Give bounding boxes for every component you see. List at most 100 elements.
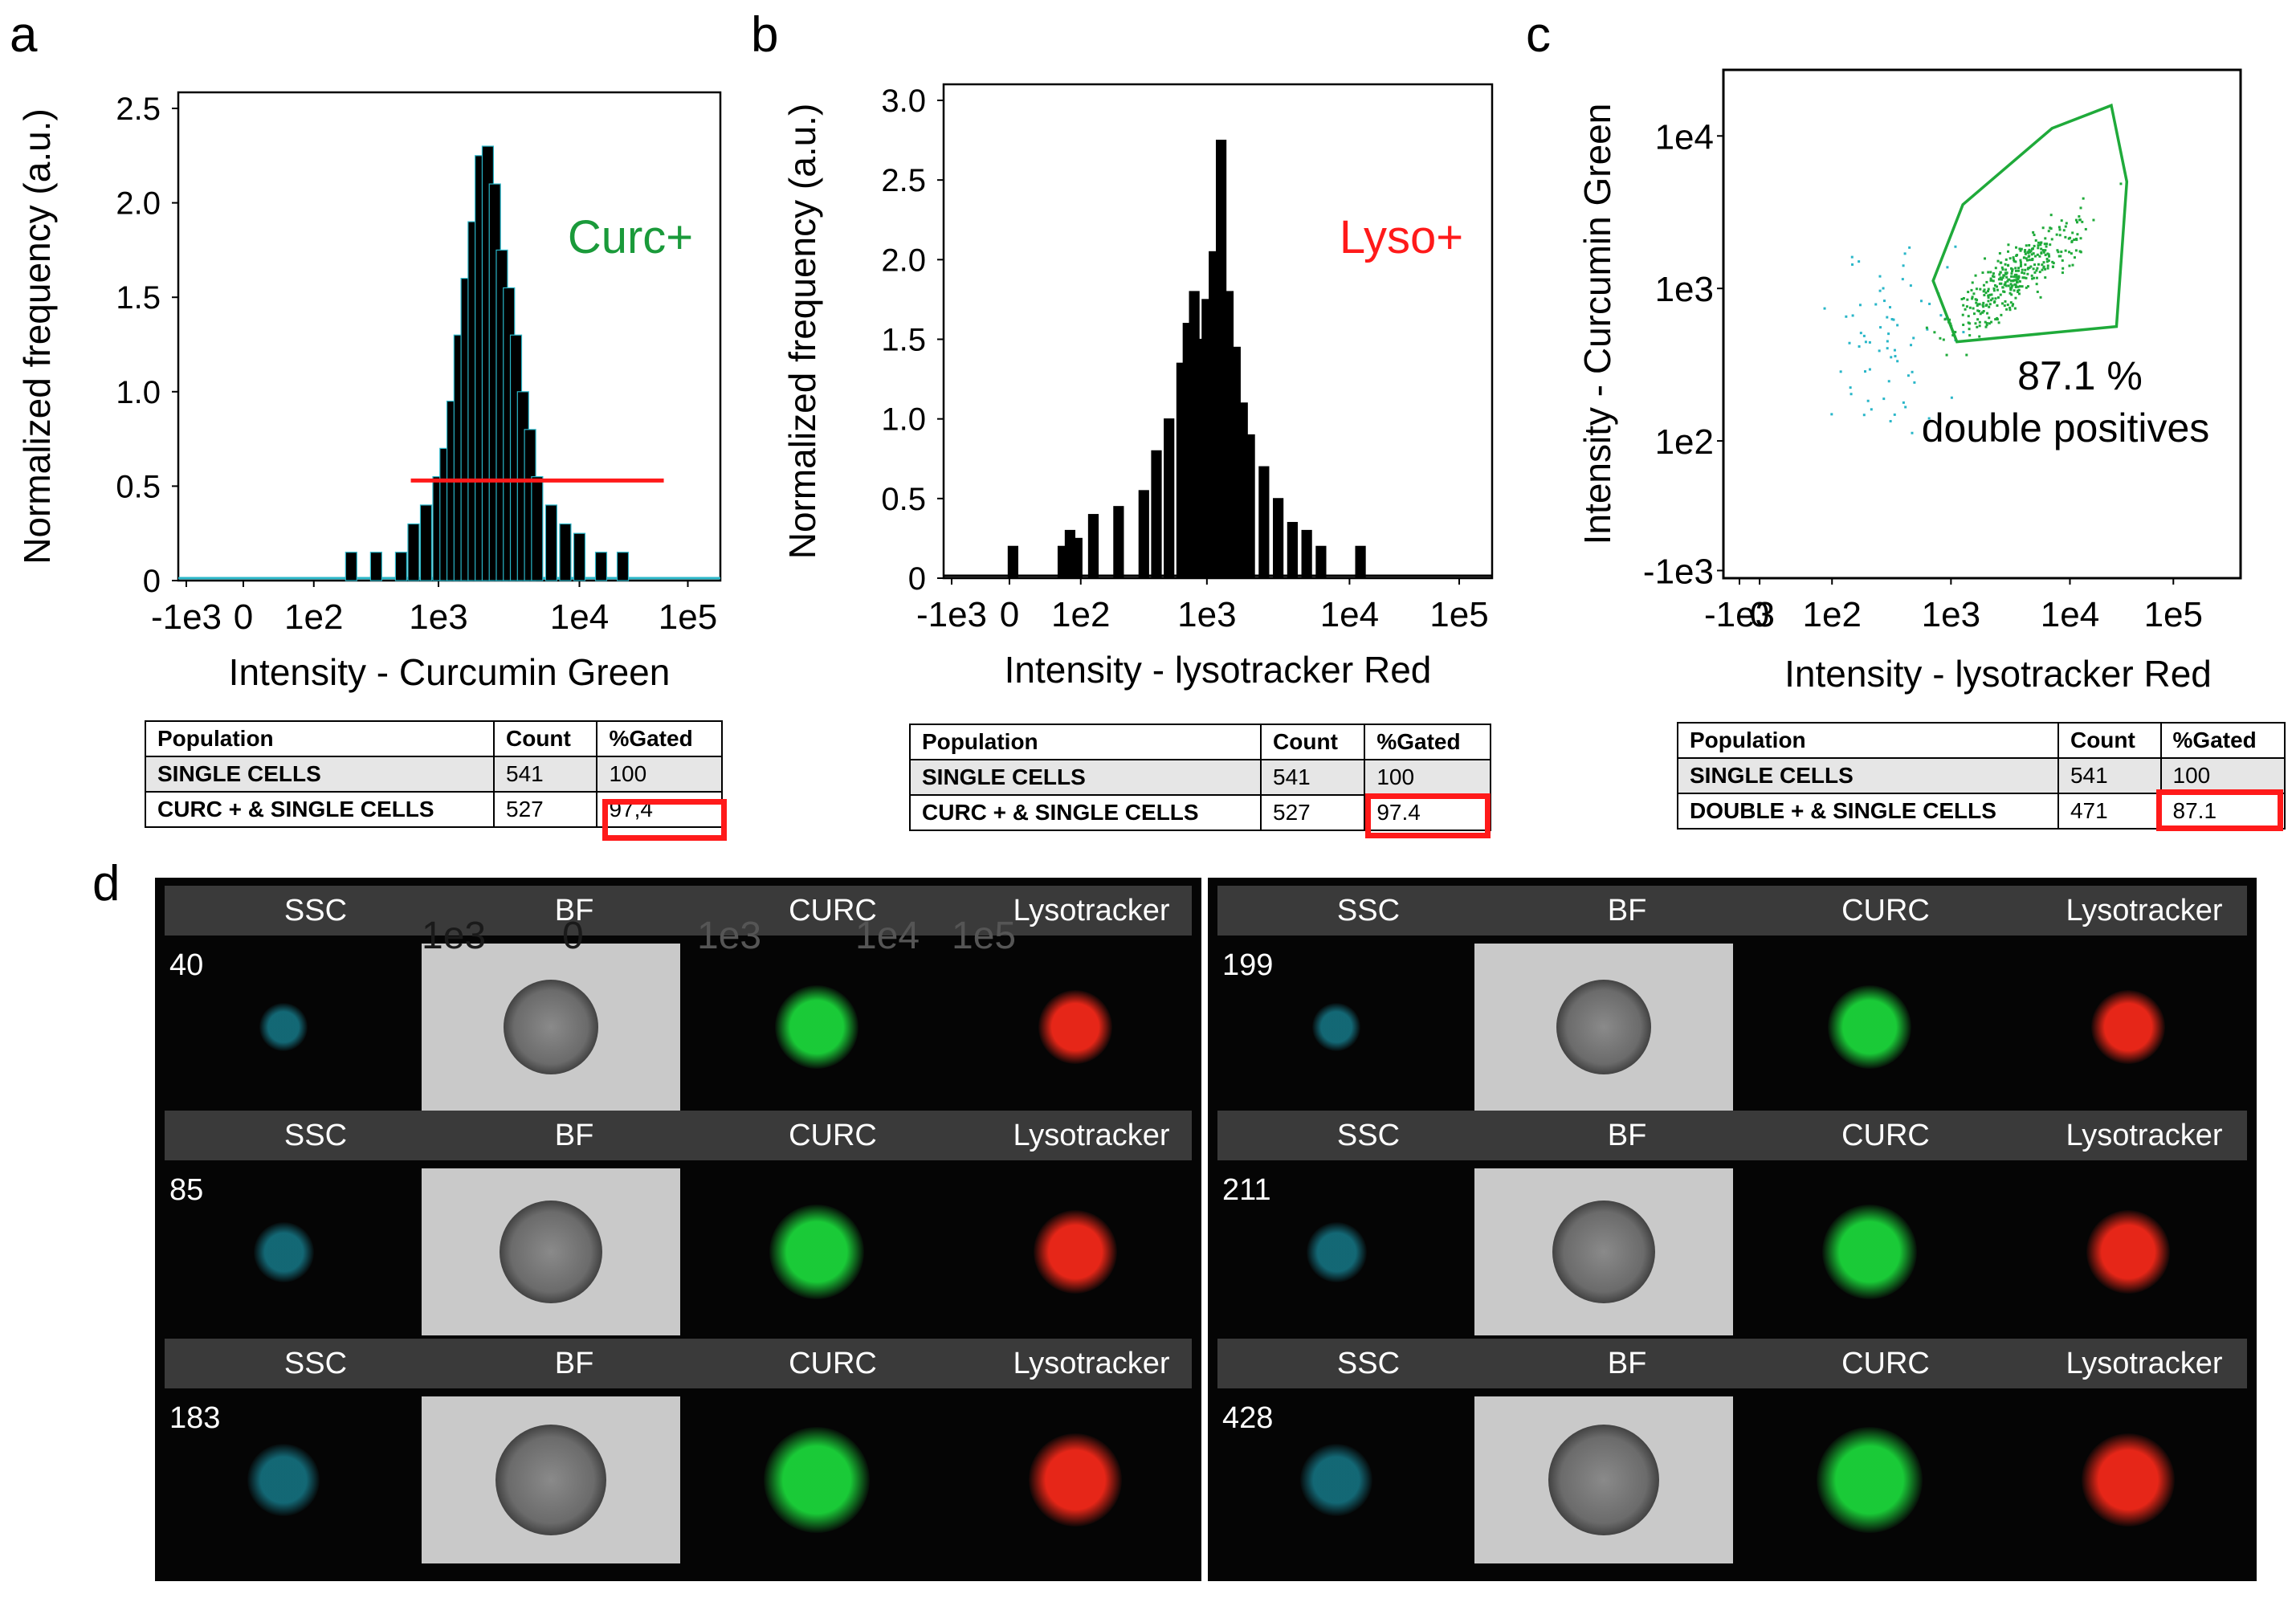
scatter-point bbox=[2079, 237, 2082, 240]
channel-header-bar: SSC BF CURC Lysotracker bbox=[1217, 886, 2247, 936]
scatter-point bbox=[2037, 241, 2040, 244]
stray-tick: 0 bbox=[562, 915, 584, 957]
scatter-point bbox=[2013, 289, 2016, 292]
scatter-point bbox=[2025, 286, 2028, 289]
scatter-point bbox=[2065, 222, 2068, 225]
scatter-point bbox=[1878, 289, 1882, 292]
scatter-point bbox=[2025, 257, 2028, 260]
col-gated: %Gated bbox=[596, 720, 723, 757]
scatter-point bbox=[1961, 313, 1964, 316]
scatter-point bbox=[2030, 259, 2033, 262]
scatter-point bbox=[2039, 243, 2042, 247]
scatter-point bbox=[1987, 296, 1990, 300]
scatter-point bbox=[2010, 293, 2013, 296]
scatter-point bbox=[1878, 349, 1881, 353]
scatter-point bbox=[1996, 296, 2000, 300]
scatter-point bbox=[2055, 233, 2058, 236]
scatter-point bbox=[2024, 249, 2027, 252]
scatter-point bbox=[1984, 304, 1988, 308]
scatter-point bbox=[1976, 309, 1980, 312]
scatter-point bbox=[2062, 267, 2065, 270]
scatter-point bbox=[1984, 325, 1988, 328]
scatter-point bbox=[1983, 294, 1986, 297]
event-number: 183 bbox=[169, 1401, 221, 1435]
scatter-point bbox=[1968, 334, 1972, 337]
scatter-point bbox=[2007, 243, 2010, 247]
curc-cell-image bbox=[1817, 1427, 1923, 1533]
scatter-point bbox=[2119, 182, 2123, 185]
scatter-point bbox=[1985, 322, 1988, 325]
scatter-point bbox=[2042, 265, 2045, 268]
y-tick-label: 0.5 bbox=[881, 482, 926, 517]
scatter-point bbox=[2018, 285, 2021, 288]
brightfield-image bbox=[1474, 944, 1733, 1111]
scatter-point bbox=[2000, 282, 2003, 285]
scatter-point bbox=[2033, 271, 2037, 274]
scatter-point bbox=[1982, 290, 1985, 293]
col-count: Count bbox=[492, 720, 598, 757]
scatter-point bbox=[1904, 406, 1907, 409]
channel-label: CURC bbox=[1841, 1347, 1930, 1380]
scatter-point bbox=[2017, 292, 2021, 296]
scatter-point bbox=[2070, 252, 2073, 255]
x-tick-label: 1e5 bbox=[1429, 595, 1488, 634]
scatter-point bbox=[1982, 305, 1985, 308]
scatter-point bbox=[2017, 267, 2021, 270]
scatter-point bbox=[1974, 298, 1977, 301]
channel-header-bar: SSC BF CURC Lysotracker bbox=[165, 886, 1192, 936]
scatter-point bbox=[2033, 234, 2036, 237]
scatter-point bbox=[2029, 265, 2033, 268]
scatter-point bbox=[1858, 260, 1861, 263]
y-axis-label: Intensity - Curcumin Green bbox=[1576, 104, 1618, 545]
scatter-point bbox=[2018, 279, 2021, 283]
scatter-point bbox=[1992, 272, 1995, 275]
scatter-point bbox=[1910, 344, 1913, 347]
scatter-point bbox=[1982, 283, 1985, 287]
scatter-point bbox=[2046, 264, 2049, 267]
panel-label-b: b bbox=[751, 7, 779, 63]
plot-frame bbox=[1722, 68, 2242, 580]
scatter-point bbox=[1978, 320, 1981, 324]
gallery-row: SSC BF CURC Lysotracker 428 bbox=[1208, 1339, 2257, 1563]
scatter-point bbox=[1893, 349, 1896, 352]
scatter-point bbox=[2023, 276, 2026, 279]
scatter-point bbox=[2028, 259, 2031, 262]
channel-label: CURC bbox=[789, 894, 877, 927]
scatter-point bbox=[2010, 275, 2013, 278]
row-count: 471 bbox=[2057, 793, 2162, 830]
scatter-point bbox=[2049, 243, 2052, 247]
scatter-point bbox=[2030, 253, 2033, 256]
scatter-point bbox=[1964, 308, 1967, 311]
scatter-point bbox=[2017, 269, 2021, 272]
ssc-cell-image bbox=[1300, 1444, 1372, 1516]
scatter-point bbox=[2001, 302, 2004, 305]
scatter-point bbox=[2045, 243, 2049, 246]
scatter-point bbox=[1896, 324, 1899, 327]
scatter-point bbox=[2051, 260, 2054, 263]
scatter-point bbox=[2001, 276, 2004, 279]
y-tick-label: 1.5 bbox=[881, 323, 926, 358]
scatter-point bbox=[2009, 283, 2013, 286]
scatter-point bbox=[1978, 303, 1981, 306]
channel-header-bar: SSC BF CURC Lysotracker bbox=[1217, 1339, 2247, 1388]
scatter-point bbox=[1912, 336, 1915, 340]
scatter-point bbox=[2057, 226, 2061, 229]
scatter-point bbox=[2032, 230, 2035, 234]
x-tick-label: 0 bbox=[234, 597, 253, 637]
scatter-point bbox=[2007, 284, 2010, 287]
row-gated: 100 bbox=[2159, 757, 2286, 794]
x-tick-label: 1e3 bbox=[409, 597, 467, 637]
gallery-left-half: SSC BF CURC Lysotracker 40 SSC BF CURC Lysotrack… bbox=[155, 878, 1201, 1581]
scatter-point bbox=[1989, 277, 1992, 280]
scatter-point bbox=[1901, 278, 1904, 281]
channel-label: Lysotracker bbox=[1013, 894, 1170, 927]
scatter-point bbox=[1886, 340, 1889, 343]
scatter-point bbox=[1927, 417, 1931, 420]
scatter-point bbox=[2046, 267, 2049, 270]
scatter-point bbox=[1975, 287, 1978, 291]
scatter-point bbox=[2001, 286, 2004, 289]
scatter-point bbox=[2058, 228, 2062, 231]
scatter-point bbox=[2037, 244, 2040, 247]
scatter-point bbox=[2017, 278, 2020, 281]
scatter-point bbox=[2036, 290, 2039, 293]
